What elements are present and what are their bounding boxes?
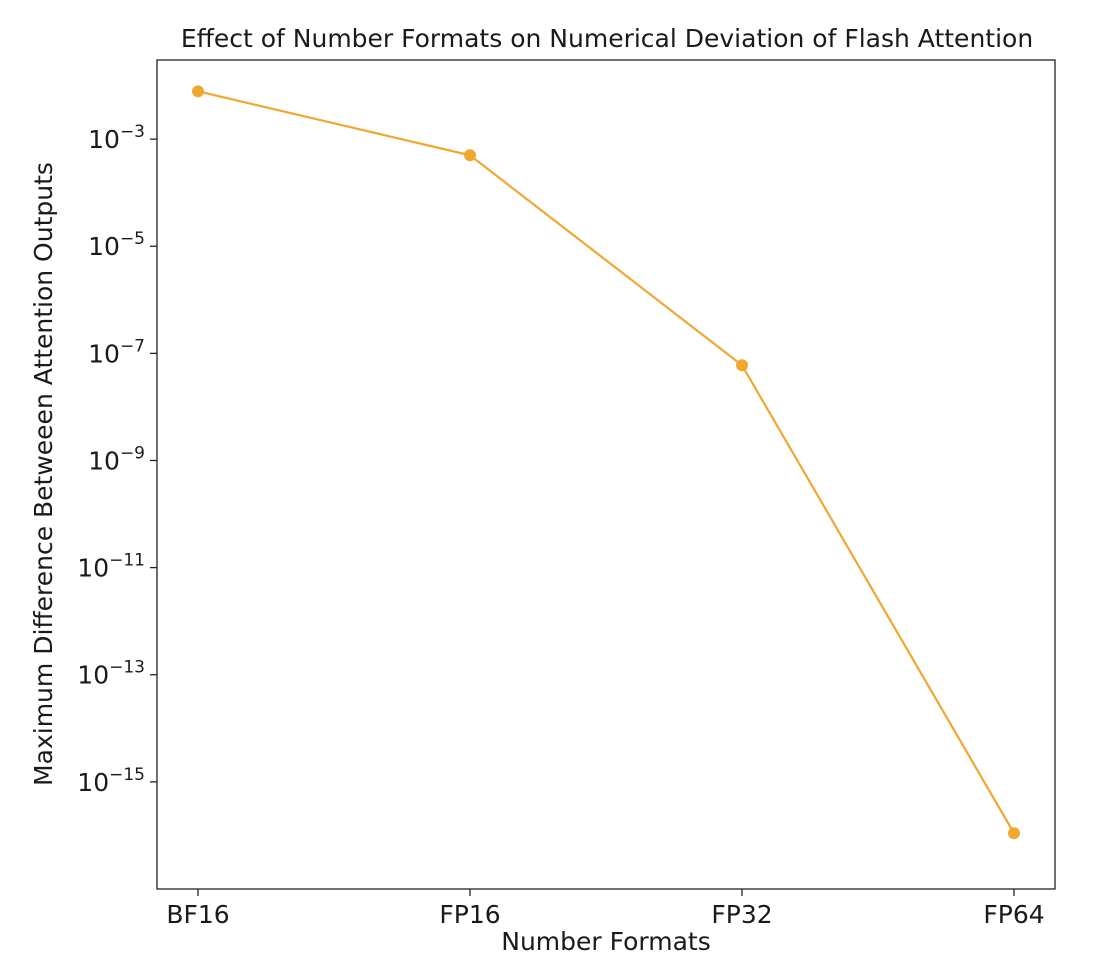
y-tick-label: 10−7 [88, 336, 145, 368]
y-tick-label: 10−13 [77, 658, 145, 690]
data-point-bf16 [192, 85, 204, 98]
x-axis-label: Number Formats [501, 927, 711, 956]
y-tick-label: 10−9 [88, 443, 145, 475]
x-tick-label-bf16: BF16 [166, 900, 229, 929]
y-tick-label: 10−15 [77, 765, 145, 797]
y-tick-label: 10−3 [88, 122, 145, 154]
x-tick-label-fp32: FP32 [711, 900, 772, 929]
series-layer [192, 85, 1020, 840]
y-tick-label: 10−11 [77, 551, 145, 583]
x-axis: BF16 FP16 FP32 FP64 [166, 889, 1045, 929]
y-tick-label: 10−5 [88, 229, 145, 261]
y-axis-label: Maximum Difference Betweeen Attention Ou… [29, 162, 58, 786]
plot-area-frame [156, 59, 1056, 890]
data-point-fp32 [736, 359, 748, 372]
data-point-fp16 [464, 149, 476, 162]
series-line [197, 90, 1015, 834]
chart-title: Effect of Number Formats on Numerical De… [181, 24, 1033, 53]
data-point-fp64 [1008, 827, 1020, 840]
x-tick-label-fp64: FP64 [983, 900, 1044, 929]
y-axis: 10−3 10−5 10−7 10−9 10−11 10−13 10−15 [77, 122, 157, 797]
x-tick-label-fp16: FP16 [439, 900, 500, 929]
